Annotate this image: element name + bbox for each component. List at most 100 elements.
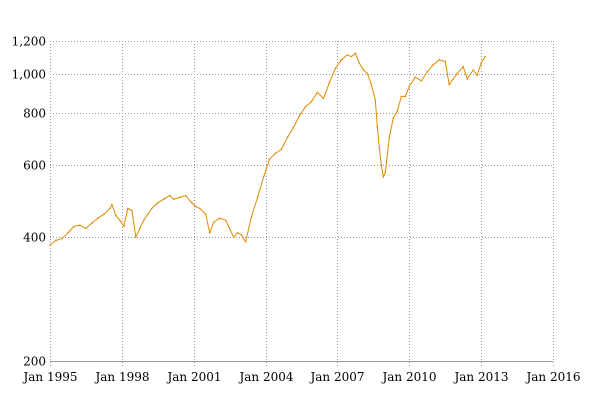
data-point — [184, 194, 187, 197]
data-point — [358, 62, 361, 64]
data-point — [380, 163, 383, 166]
data-point — [472, 69, 474, 71]
y-tick-label: 1,000 — [12, 68, 46, 82]
data-point — [198, 207, 201, 210]
data-point — [334, 67, 337, 70]
y-tick-label: 200 — [23, 355, 46, 369]
data-point — [286, 136, 289, 139]
data-point — [111, 203, 113, 206]
data-point — [232, 236, 235, 239]
series-line — [49, 52, 486, 246]
data-point — [456, 72, 458, 75]
data-point — [97, 217, 99, 219]
data-point — [426, 70, 429, 73]
data-point — [156, 201, 159, 204]
data-point — [420, 80, 423, 82]
data-point — [388, 136, 391, 139]
x-tick-label: Jan 2013 — [452, 370, 508, 384]
data-point — [404, 95, 407, 98]
data-point — [374, 99, 377, 102]
data-point — [109, 207, 111, 210]
data-point — [432, 64, 435, 66]
data-point — [350, 55, 353, 58]
data-point — [224, 219, 227, 221]
data-point — [139, 227, 141, 230]
data-point — [135, 236, 137, 239]
data-point — [448, 83, 451, 86]
data-point — [262, 176, 265, 178]
data-point — [322, 97, 325, 100]
data-point — [236, 232, 239, 234]
data-point — [49, 244, 51, 246]
data-point — [370, 83, 373, 86]
data-point — [168, 194, 171, 197]
data-point — [172, 198, 175, 200]
data-point — [384, 171, 387, 174]
data-point — [480, 62, 482, 64]
grid — [50, 41, 554, 366]
data-point — [340, 59, 343, 61]
x-tick-label: Jan 2016 — [524, 370, 580, 384]
data-point — [240, 234, 243, 236]
data-point — [396, 110, 399, 112]
data-point — [316, 91, 319, 94]
data-point — [438, 59, 441, 61]
data-point — [103, 213, 105, 215]
data-point — [67, 232, 69, 234]
data-point — [444, 60, 447, 63]
data-point — [268, 158, 271, 160]
x-tick-label: Jan 2007 — [308, 370, 364, 384]
data-point — [408, 85, 411, 88]
data-point — [484, 55, 486, 58]
y-tick-label: 800 — [23, 107, 46, 121]
data-point — [55, 239, 57, 242]
data-point — [79, 224, 81, 226]
data-point — [362, 69, 365, 71]
data-point — [127, 207, 129, 210]
x-tick-label: Jan 2001 — [165, 370, 221, 384]
data-point — [73, 225, 75, 228]
data-point — [143, 219, 145, 221]
data-point — [244, 240, 247, 243]
data-point — [228, 227, 231, 230]
data-point — [123, 225, 125, 228]
data-point — [115, 214, 117, 217]
data-point — [462, 65, 464, 68]
data-point — [452, 78, 455, 80]
y-tick-label: 1,200 — [12, 35, 46, 49]
data-point — [382, 176, 385, 178]
x-tick-label: Jan 1995 — [21, 370, 77, 384]
data-point — [274, 152, 277, 155]
data-point — [162, 198, 165, 200]
data-point — [414, 76, 417, 78]
data-point — [61, 237, 63, 240]
x-tick-label: Jan 1998 — [93, 370, 149, 384]
data-point — [91, 222, 93, 224]
data-point — [190, 201, 193, 204]
series-layer — [49, 52, 486, 246]
data-point — [250, 215, 253, 217]
x-tick-label: Jan 2010 — [380, 370, 436, 384]
data-point — [298, 114, 301, 117]
data-point — [194, 205, 197, 208]
data-point — [392, 117, 395, 119]
data-point — [346, 54, 349, 56]
data-point — [256, 196, 259, 199]
data-point — [292, 126, 295, 129]
data-point — [304, 106, 307, 108]
data-point — [400, 95, 403, 98]
tick-labels: 200 400 600 800 1,000 1,200 Jan 1995 Jan 1998 Ja… — [12, 35, 581, 385]
data-point — [178, 196, 181, 199]
data-point — [466, 78, 468, 80]
data-point — [280, 148, 283, 150]
data-point — [131, 209, 133, 212]
data-point — [328, 81, 331, 84]
data-point — [147, 213, 149, 215]
y-tick-label: 600 — [23, 159, 46, 173]
data-point — [376, 126, 379, 129]
data-point — [366, 72, 369, 75]
data-point — [208, 232, 211, 234]
data-point — [204, 213, 207, 215]
